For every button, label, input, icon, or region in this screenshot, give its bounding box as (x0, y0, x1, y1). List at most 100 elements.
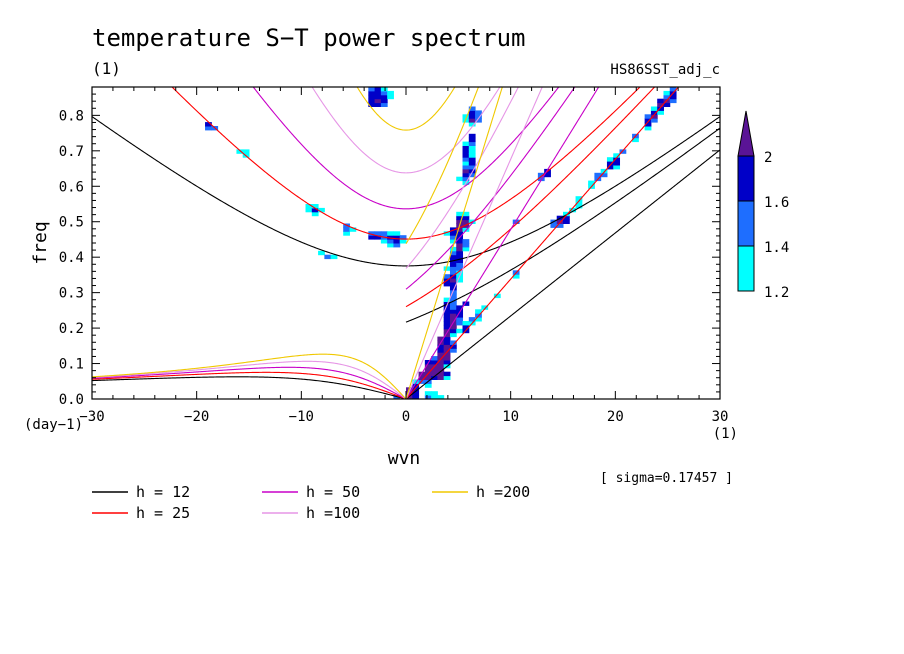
shading-cell (475, 118, 482, 123)
shading-cell (468, 145, 476, 150)
shading-cell (650, 114, 658, 119)
shading-cell (449, 332, 457, 338)
legend: h = 12 h = 25 h = 50 h =100 h =200 (92, 483, 530, 522)
shading-cell (456, 219, 464, 224)
colorbar-segment (737, 245, 755, 292)
shading-cell (443, 266, 451, 271)
gravity-curve-h200 (356, 87, 456, 131)
shading-cell (437, 348, 445, 353)
shading-cell (343, 227, 350, 232)
colorbar-segment (737, 200, 755, 247)
shading-cell (449, 309, 457, 314)
shading-cell (431, 391, 438, 396)
shading-cell (449, 246, 457, 252)
shading-cell (374, 90, 382, 96)
shading-cell (556, 223, 564, 228)
colorbar-label: 2 (764, 150, 772, 166)
shading-cell (431, 395, 438, 399)
shading-cell (475, 114, 482, 119)
shading-cell (311, 204, 319, 209)
shading-cell (349, 227, 357, 232)
shading-cell (644, 114, 652, 119)
shading-cell (456, 270, 464, 275)
shading-cell (569, 207, 577, 213)
shading-cell (657, 106, 664, 111)
shading-cell (475, 110, 482, 115)
shading-cell (606, 165, 614, 170)
shading-cell (563, 219, 570, 224)
shading-cell (544, 172, 551, 178)
shading-cell (456, 176, 464, 182)
shading-cell (575, 196, 583, 201)
shading-cell (468, 118, 476, 123)
shading-cell (613, 157, 621, 162)
shading-cell (368, 235, 376, 240)
shading-cell (650, 118, 658, 123)
shading-cell (393, 243, 401, 248)
shading-cell (449, 278, 457, 283)
shading-cell (481, 305, 489, 310)
shading-cell (468, 168, 476, 174)
shading-cell (443, 328, 451, 334)
shading-cell (437, 356, 445, 361)
shading-cell (456, 254, 464, 260)
shading-cell (456, 321, 464, 326)
shading-cell (443, 313, 451, 318)
x-tick-label: −20 (184, 409, 209, 425)
shading-cell (387, 90, 394, 96)
shading-cell (449, 235, 457, 240)
shading-cell (449, 239, 457, 244)
y-tick-label: 0.5 (59, 215, 84, 231)
shading-cell (462, 227, 470, 232)
shading-cell (468, 137, 476, 143)
shading-cell (380, 94, 388, 100)
shading-cell (311, 211, 319, 217)
shading-cell (406, 395, 413, 399)
shading-cell (657, 102, 664, 107)
shading-cell (412, 379, 420, 384)
shading-cell (669, 98, 677, 104)
shading-cell (343, 231, 350, 236)
kelvin-curve-h200 (405, 87, 503, 399)
shading-cell (443, 360, 451, 365)
shading-cell (443, 344, 451, 349)
shading-cell (456, 305, 464, 310)
shading-cell (462, 153, 470, 158)
shading-cell (462, 246, 470, 252)
shading-cell (368, 231, 376, 236)
shading-cell (368, 90, 376, 96)
shading-cell (424, 395, 432, 399)
shading-cell (468, 157, 476, 162)
shading-cell (456, 227, 464, 232)
shading-cell (449, 250, 457, 256)
shading-cell (613, 153, 621, 158)
shading-cell (449, 254, 457, 260)
shading-cell (475, 309, 482, 314)
x-unit-label: (1) (713, 426, 738, 442)
shading-cell (468, 149, 476, 154)
shading-cell (462, 168, 470, 174)
colorbar-label: 1.4 (764, 240, 789, 256)
shading-cell (462, 114, 470, 119)
shading-cell (437, 363, 445, 369)
shading-cell (374, 87, 382, 92)
shading-cell (456, 266, 464, 271)
shading-cell (380, 87, 388, 92)
shading-cell (512, 274, 520, 279)
shading-cell (368, 94, 376, 100)
shading-cell (318, 250, 325, 256)
y-tick-label: 0.0 (59, 392, 84, 408)
shading-cell (644, 118, 652, 123)
shading-cell (650, 106, 658, 111)
shading-cell (443, 356, 451, 361)
colorbar-label: 1.6 (764, 195, 789, 211)
shading-cell (650, 110, 658, 115)
shading-cell (380, 102, 388, 107)
shading-cell (462, 145, 470, 150)
shading-cell (600, 168, 608, 174)
colorbar-label: 1.2 (764, 285, 789, 301)
shading-cell (399, 235, 407, 240)
shading-cell (374, 235, 382, 240)
shading-cell (632, 137, 639, 143)
shading-cell (468, 106, 476, 111)
